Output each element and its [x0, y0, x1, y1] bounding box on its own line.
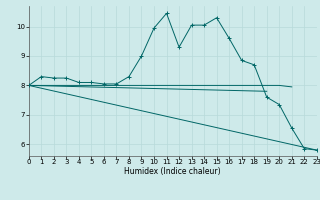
X-axis label: Humidex (Indice chaleur): Humidex (Indice chaleur) — [124, 167, 221, 176]
